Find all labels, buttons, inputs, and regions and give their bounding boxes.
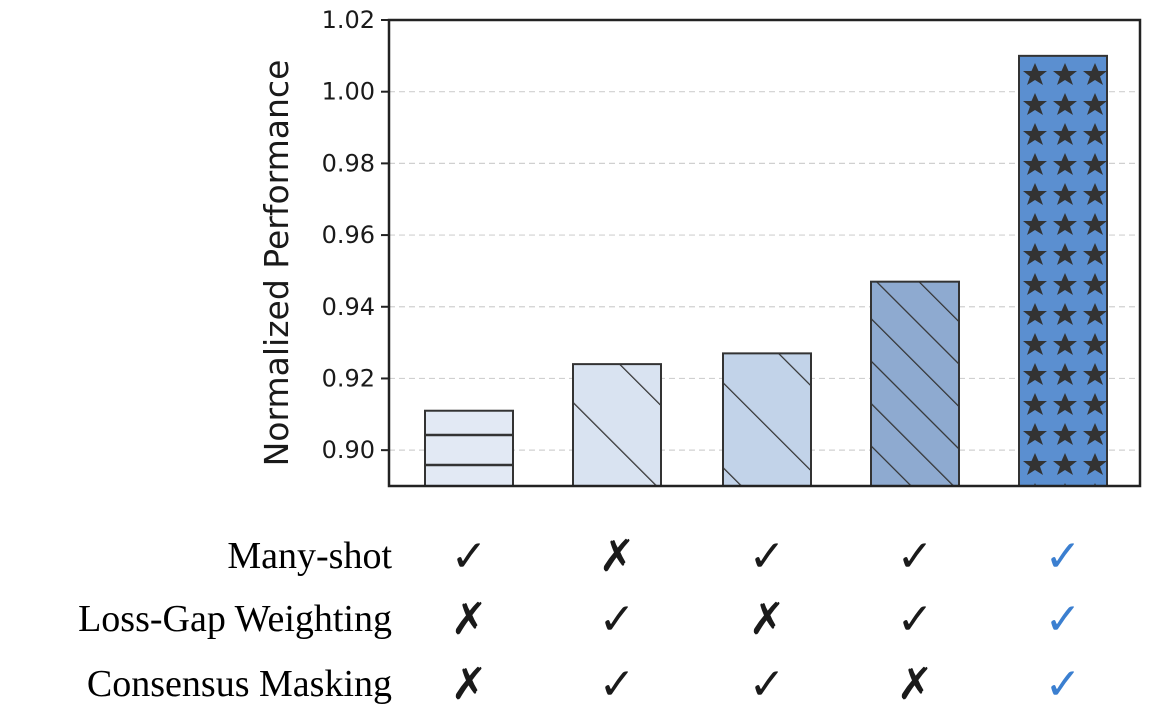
- bar-hatch: [871, 281, 959, 486]
- check-mark: ✓: [897, 531, 934, 582]
- check-mark: ✓: [1045, 531, 1082, 582]
- y-tick-label: 0.96: [322, 221, 375, 249]
- y-axis-title: Normalized Performance: [257, 60, 296, 467]
- row-label: Consensus Masking: [87, 663, 392, 705]
- cross-mark: ✗: [599, 531, 636, 582]
- check-mark: ✓: [749, 659, 786, 710]
- bar-2: [572, 363, 662, 487]
- bar-hatch: [573, 364, 661, 486]
- bars: [424, 54, 1108, 488]
- bar-3: [722, 352, 812, 487]
- bar-hatch: [425, 410, 513, 486]
- y-tick-label: 0.90: [322, 436, 375, 464]
- cross-mark: ✗: [897, 659, 934, 710]
- bar-4: [870, 280, 960, 487]
- check-mark: ✓: [451, 531, 488, 582]
- y-tick-label: 1.02: [322, 6, 375, 34]
- plot-frame: [387, 18, 1142, 488]
- check-mark: ✓: [1045, 659, 1082, 710]
- bar-1: [424, 409, 514, 488]
- bar-hatch: [1019, 55, 1107, 486]
- check-mark: ✓: [599, 594, 636, 645]
- check-mark: ✓: [599, 659, 636, 710]
- y-tick-label: 0.92: [322, 364, 375, 392]
- ablation-table: Many-shot ✓ ✗ ✓ ✓ ✓ Loss-Gap Weighting ✗ ✓ ✗ ✓ ✓ Con…: [78, 531, 1081, 710]
- cross-mark: ✗: [451, 594, 488, 645]
- check-mark: ✓: [749, 531, 786, 582]
- row-label: Many-shot: [227, 535, 392, 577]
- bar-hatch: [723, 353, 811, 486]
- y-tick-label: 1.00: [322, 78, 375, 106]
- check-mark: ✓: [897, 594, 934, 645]
- cross-mark: ✗: [749, 594, 786, 645]
- row-label: Loss-Gap Weighting: [78, 598, 392, 640]
- cross-mark: ✗: [451, 659, 488, 710]
- y-tick-label: 0.98: [322, 149, 375, 177]
- y-axis: 0.90 0.92 0.94 0.96 0.98 1.00 1.02: [322, 6, 389, 464]
- check-mark: ✓: [1045, 594, 1082, 645]
- bar-5: [1018, 54, 1108, 487]
- y-tick-label: 0.94: [322, 293, 375, 321]
